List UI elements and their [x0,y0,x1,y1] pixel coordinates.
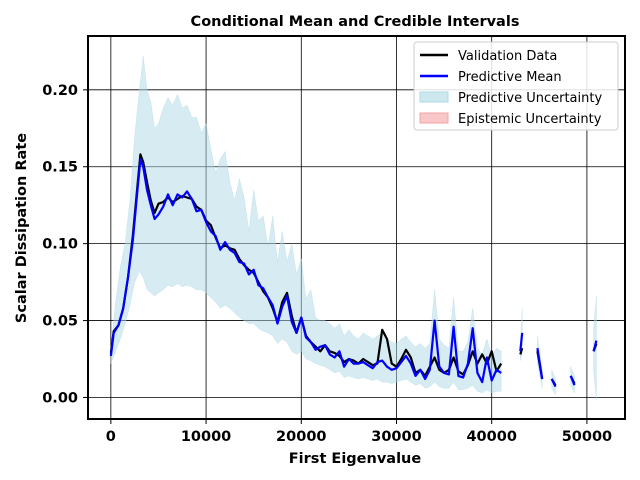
legend-label-predictive-uncertainty: Predictive Uncertainty [458,91,602,106]
legend-label-validation-data: Validation Data [458,49,557,64]
x-tick-label: 0 [106,429,116,445]
y-tick-label: 0.10 [42,237,78,253]
predictive-mean-line [519,332,524,352]
y-tick-label: 0.15 [42,160,78,176]
x-tick-label: 10000 [181,429,231,445]
legend-label-epistemic-uncertainty: Epistemic Uncertainty [458,112,602,127]
legend-swatch-epistemic-uncertainty [419,112,449,124]
axes-frame [87,35,626,420]
predictive-mean-line [592,340,598,352]
legend: Validation Data Predictive Mean Predictive… [413,41,619,131]
predictive-mean-line [569,375,576,386]
y-axis-label: Scalar Dissipation Rate [14,133,30,323]
y-tick-label: 0.20 [42,83,78,99]
x-axis-label: First Eigenvalue [289,451,422,467]
x-tick-label: 30000 [371,429,421,445]
x-tick-label: 50000 [562,429,612,445]
y-axis-ticks: 0.00 0.05 0.10 0.15 0.20 [42,83,88,406]
predictive-uncertainty-band [110,55,502,394]
x-axis-ticks: 0 10000 20000 30000 40000 50000 [106,419,612,445]
predictive-mean-line [550,378,557,388]
legend-label-predictive-mean: Predictive Mean [458,70,562,85]
legend-box [413,41,619,131]
x-tick-label: 40000 [466,429,516,445]
y-tick-label: 0.05 [42,314,78,330]
chart-title: Conditional Mean and Credible Intervals [191,14,520,30]
predictive-mean-line [536,348,544,380]
series-lines [109,153,598,388]
legend-swatch-predictive-uncertainty [419,91,449,103]
x-tick-label: 20000 [276,429,326,445]
predictive-mean-line [109,158,502,384]
y-tick-label: 0.00 [42,390,78,406]
